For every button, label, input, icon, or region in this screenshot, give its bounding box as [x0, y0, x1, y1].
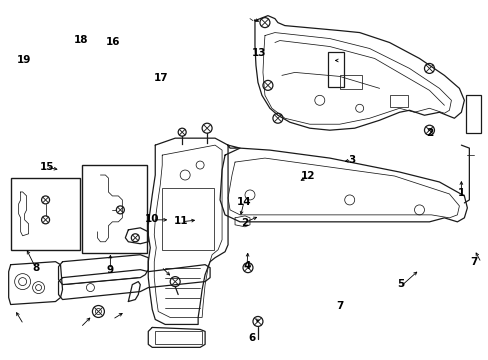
Bar	[11, 178, 81, 250]
Text: 3: 3	[347, 155, 355, 165]
Bar	[162, 188, 214, 250]
Text: 17: 17	[154, 73, 168, 83]
Bar	[389, 95, 407, 107]
Text: 18: 18	[74, 35, 88, 45]
Text: 16: 16	[105, 37, 120, 47]
Bar	[327, 53, 343, 87]
Text: 10: 10	[144, 215, 159, 224]
Text: 2: 2	[241, 218, 247, 228]
Text: 14: 14	[237, 197, 251, 207]
Bar	[466, 95, 480, 133]
Text: 8: 8	[32, 263, 40, 273]
Text: 2: 2	[426, 129, 432, 138]
Text: 4: 4	[243, 261, 250, 271]
Text: 5: 5	[396, 279, 404, 289]
Text: 6: 6	[248, 333, 255, 343]
Text: 12: 12	[300, 171, 314, 181]
Text: 7: 7	[335, 301, 343, 311]
Bar	[339, 75, 361, 89]
Text: 7: 7	[469, 257, 476, 267]
Text: 15: 15	[40, 162, 54, 172]
Text: 11: 11	[174, 216, 188, 226]
Bar	[82, 165, 147, 253]
Text: 9: 9	[106, 265, 114, 275]
Bar	[155, 332, 202, 345]
Text: 19: 19	[17, 55, 31, 65]
Text: 13: 13	[251, 48, 266, 58]
Text: 1: 1	[457, 188, 464, 198]
